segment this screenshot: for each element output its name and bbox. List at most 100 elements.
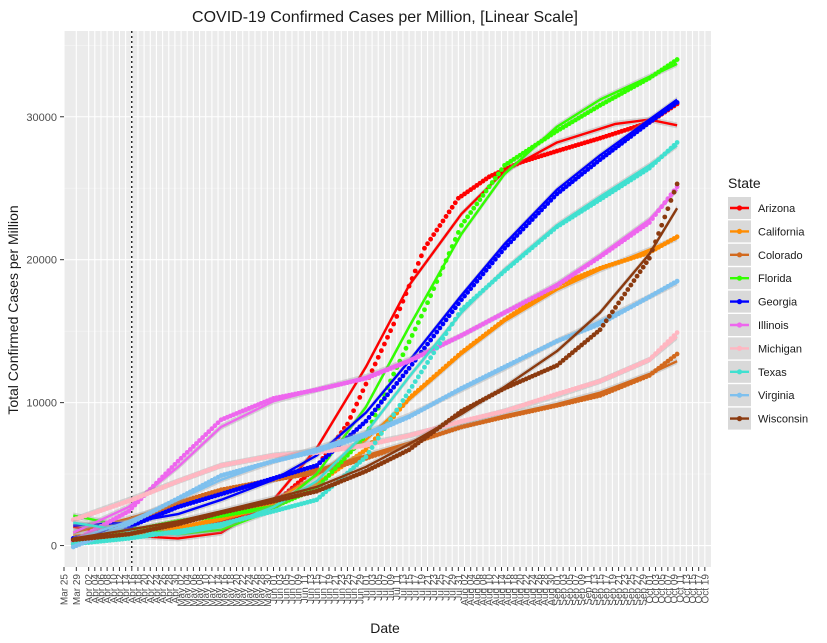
x-tick-label: Sep 13: [589, 574, 600, 606]
data-point-florida: [471, 205, 477, 211]
data-point-georgia: [397, 377, 403, 383]
x-tick-label: Sep 15: [596, 574, 607, 606]
x-tick-label: Apr 18: [133, 574, 144, 604]
data-point-arizona: [425, 241, 430, 247]
x-tick-label: Apr 16: [127, 574, 138, 604]
data-point-georgia: [326, 452, 332, 457]
data-point-texas: [665, 148, 671, 154]
data-point-georgia: [375, 403, 381, 409]
x-tick-label: May 10: [201, 574, 212, 607]
series-virginia: [70, 278, 680, 550]
data-point-wisconsin: [600, 322, 606, 328]
data-point-arizona: [391, 321, 397, 327]
data-point-florida: [462, 218, 467, 224]
x-tick-label: Mar 29: [72, 574, 83, 606]
x-tick-label: Jun 03: [275, 574, 286, 604]
data-point-arizona: [452, 200, 458, 206]
legend-key-dot-illinois: [736, 322, 743, 328]
x-tick-label: Aug 12: [491, 574, 502, 606]
x-tick-label: Jun 25: [343, 574, 354, 604]
data-point-wisconsin: [606, 313, 612, 319]
x-tick-label: Sep 01: [552, 574, 563, 606]
data-point-florida: [406, 339, 412, 345]
data-point-illinois: [191, 444, 196, 449]
x-tick-label: Aug 16: [503, 574, 514, 606]
data-point-wisconsin: [653, 239, 658, 245]
fit-line-georgia: [73, 98, 678, 527]
data-point-texas: [446, 326, 452, 332]
x-tick-label: Jun 01: [269, 574, 280, 604]
data-point-georgia: [403, 369, 409, 375]
x-tick-label: Sep 29: [639, 574, 650, 606]
legend-key-dot-colorado: [736, 252, 743, 258]
data-point-georgia: [520, 226, 526, 232]
data-point-illinois: [646, 220, 652, 225]
data-point-georgia: [529, 217, 535, 222]
data-point-wisconsin: [610, 309, 615, 315]
data-point-arizona: [412, 268, 418, 274]
data-point-florida: [326, 472, 332, 478]
data-point-georgia: [514, 233, 520, 238]
data-point-georgia: [542, 204, 548, 210]
data-point-florida: [499, 167, 504, 173]
data-point-georgia: [425, 341, 430, 347]
data-point-georgia: [532, 213, 538, 219]
data-point-georgia: [400, 373, 406, 379]
legend-label-wisconsin: Wisconsin: [758, 414, 808, 426]
x-tick-label: May 18: [226, 574, 237, 607]
data-point-georgia: [545, 201, 551, 206]
data-point-michigan: [674, 330, 680, 335]
data-point-arizona: [409, 276, 415, 281]
data-point-california: [674, 234, 680, 240]
x-tick-label: Jul 21: [423, 574, 434, 601]
data-point-illinois: [203, 432, 209, 437]
data-point-florida: [455, 230, 461, 235]
data-point-illinois: [160, 474, 165, 480]
data-point-georgia: [385, 392, 390, 398]
data-point-wisconsin: [637, 269, 643, 275]
data-point-texas: [659, 154, 665, 160]
data-point-florida: [329, 469, 335, 475]
data-point-florida: [440, 265, 446, 270]
x-tick-label: Jul 01: [361, 574, 372, 601]
data-point-florida: [674, 57, 680, 62]
data-point-texas: [489, 279, 495, 285]
data-point-florida: [341, 456, 347, 462]
data-point-arizona: [382, 341, 387, 347]
data-point-georgia: [363, 418, 369, 424]
data-point-texas: [653, 160, 658, 165]
x-tick-label: Jul 31: [454, 574, 465, 601]
data-point-florida: [418, 313, 424, 319]
data-point-wisconsin: [671, 189, 677, 195]
data-point-arizona: [437, 223, 443, 228]
x-tick-label: Sep 23: [620, 574, 631, 606]
data-point-michigan: [665, 339, 671, 345]
x-tick-label: Sep 17: [602, 574, 613, 606]
x-tick-label: Apr 22: [146, 574, 157, 604]
x-tick-label: Apr 30: [170, 574, 181, 604]
data-point-arizona: [403, 291, 409, 297]
data-point-texas: [391, 412, 397, 418]
data-point-texas: [471, 296, 477, 302]
legend-key-dot-florida: [736, 275, 743, 281]
data-point-wisconsin: [625, 287, 631, 292]
data-point-arizona: [385, 334, 390, 340]
legend-key-dot-virginia: [736, 392, 743, 398]
x-tick-label: Jun 29: [355, 574, 366, 604]
x-tick-label: May 04: [183, 574, 194, 607]
data-point-wisconsin: [622, 291, 628, 297]
data-point-arizona: [388, 328, 393, 334]
data-point-georgia: [526, 220, 532, 226]
data-point-georgia: [317, 460, 323, 466]
data-point-florida: [434, 279, 440, 285]
x-tick-label: Jun 09: [294, 574, 305, 604]
data-point-wisconsin: [634, 273, 640, 279]
x-tick-label: Jul 07: [380, 574, 391, 601]
data-point-michigan: [650, 354, 655, 360]
x-tick-label: Sep 05: [565, 574, 576, 606]
data-point-illinois: [126, 508, 132, 514]
data-point-georgia: [471, 282, 477, 288]
x-tick-label: Apr 04: [90, 574, 101, 604]
data-point-michigan: [653, 351, 658, 357]
